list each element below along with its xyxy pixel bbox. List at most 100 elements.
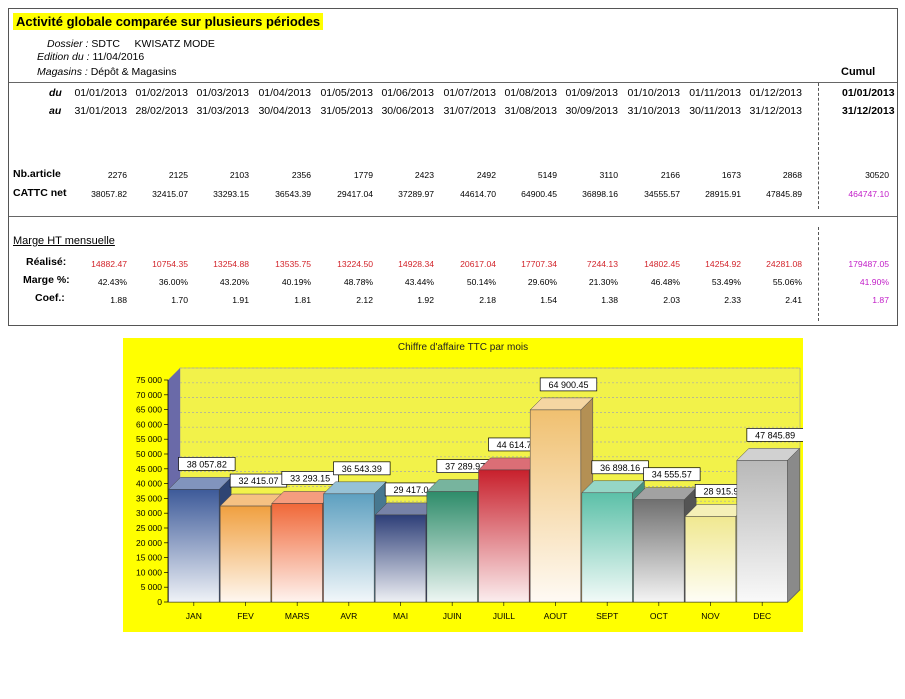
cattc-cell: 34555.57 (644, 189, 680, 199)
du-date-cell: 01/01/2013 (74, 87, 127, 99)
realise-cell: 13224.50 (337, 259, 373, 269)
revenue-bar-chart: 0 5 000 10 000 15 000 20 000 25 000 30 000 35 0… (123, 338, 803, 632)
au-date-cell: 31/10/2013 (627, 105, 680, 117)
cattc-cell: 32415.07 (152, 189, 188, 199)
marge-pct-cell: 43.20% (219, 277, 249, 287)
chart-title: Chiffre d'affaire TTC par mois (398, 342, 528, 353)
marge-pct-label: Marge %: (23, 274, 70, 286)
coef-cell: 1.81 (294, 295, 311, 305)
nb-article-cell: 3110 (599, 170, 618, 180)
realise-cell: 20617.04 (460, 259, 496, 269)
data-label: 34 555.57 (652, 470, 692, 480)
du-date-cell: 01/07/2013 (443, 87, 496, 99)
data-label: 32 415.07 (238, 476, 278, 486)
nb-article-cell: 2868 (782, 170, 802, 180)
y-tick-label: 5 000 (141, 582, 163, 592)
cattc-label: CATTC net (13, 187, 67, 199)
bar (633, 499, 685, 603)
coef-cell: 1.88 (110, 295, 127, 305)
y-tick-label: 0 (157, 597, 162, 607)
marge-pct-cumul: 41.90% (859, 277, 889, 287)
marge-pct-cell: 43.44% (404, 277, 434, 287)
cattc-cell: 28915.91 (705, 189, 741, 199)
marge-pct-cell: 21.30% (588, 277, 618, 287)
realise-cell: 7244.13 (586, 259, 618, 269)
y-tick-label: 20 000 (136, 538, 162, 548)
nb-article-cell: 2103 (229, 170, 249, 180)
coef-cell: 1.38 (601, 295, 618, 305)
au-date-cell: 30/09/2013 (565, 105, 618, 117)
marge-pct-cell: 53.49% (711, 277, 741, 287)
cumul-separator (818, 83, 819, 209)
cumul-separator (818, 227, 819, 321)
y-tick-label: 75 000 (136, 375, 162, 385)
marge-pct-cell: 50.14% (466, 277, 496, 287)
divider (9, 82, 897, 83)
y-tick-label: 65 000 (136, 405, 162, 415)
data-label-box (178, 456, 236, 471)
data-label: 64 900.45 (548, 380, 588, 390)
cumul-header: Cumul (841, 66, 876, 78)
du-date-cell: 01/10/2013 (627, 87, 680, 99)
report-panel: Activité globale comparée sur plusieurs … (8, 8, 898, 326)
cattc-cell: 36543.39 (275, 189, 311, 199)
nb-article-cell: 2423 (414, 170, 434, 180)
coef-cumul: 1.87 (872, 295, 889, 305)
cattc-cell: 44614.70 (460, 189, 496, 199)
data-label: 33 293.15 (290, 473, 330, 483)
marge-pct-cell: 40.19% (281, 277, 311, 287)
dossier-label: Dossier : (47, 38, 89, 50)
data-label: 28 915.91 (703, 486, 743, 496)
x-tick-label: SEPT (596, 611, 618, 621)
realise-cell: 13254.88 (213, 259, 249, 269)
x-tick-label: JAN (186, 611, 202, 621)
au-date-cell: 31/08/2013 (504, 105, 557, 117)
du-date-cell: 01/03/2013 (196, 87, 249, 99)
y-tick-label: 50 000 (136, 449, 162, 459)
bar (684, 516, 737, 603)
x-tick-label: JUILL (493, 611, 515, 621)
dossier-line: Dossier : SDTC KWISATZ MODE (47, 38, 215, 50)
cumul-au: 31/12/2013 (842, 105, 895, 117)
bar (323, 493, 375, 603)
data-label-box (281, 471, 339, 485)
x-tick-label: NOV (701, 611, 720, 621)
nb-article-cell: 1779 (353, 170, 373, 180)
nb-article-cumul: 30520 (865, 170, 889, 180)
realise-cell: 14254.92 (705, 259, 741, 269)
realise-cell: 14928.34 (398, 259, 434, 269)
au-date-cell: 28/02/2013 (135, 105, 188, 117)
realise-cell: 24281.08 (766, 259, 802, 269)
realise-cell: 13535.75 (275, 259, 311, 269)
nb-article-cell: 2125 (168, 170, 188, 180)
bar (374, 514, 427, 603)
bar-group (736, 447, 801, 603)
du-date-cell: 01/09/2013 (565, 87, 618, 99)
bar (736, 460, 788, 603)
edition-line: Edition du : 11/04/2016 (37, 51, 144, 63)
marge-section-title: Marge HT mensuelle (13, 235, 115, 247)
au-label: au (49, 105, 62, 117)
au-date-cell: 31/03/2013 (196, 105, 249, 117)
coef-cell: 1.70 (171, 295, 188, 305)
realise-cumul: 179487.05 (848, 259, 889, 269)
du-date-cell: 01/05/2013 (320, 87, 373, 99)
au-date-cell: 30/04/2013 (258, 105, 311, 117)
coef-cell: 1.92 (417, 295, 434, 305)
edition-value: 11/04/2016 (92, 51, 145, 63)
coef-cell: 1.54 (540, 295, 557, 305)
data-label-box (643, 467, 701, 482)
coef-cell: 1.91 (232, 295, 249, 305)
x-tick-label: FEV (237, 611, 254, 621)
au-date-cell: 30/06/2013 (381, 105, 434, 117)
coef-cell: 2.33 (724, 295, 741, 305)
data-label: 44 614.7 (497, 440, 532, 450)
data-label-box (746, 428, 803, 442)
bar (426, 491, 478, 603)
cumul-du: 01/01/2013 (842, 87, 895, 99)
data-label-box (591, 460, 649, 475)
du-date-cell: 01/11/2013 (689, 87, 741, 99)
realise-label: Réalisé: (26, 256, 67, 268)
cattc-cell: 36898.16 (582, 189, 618, 199)
coef-cell: 2.12 (356, 295, 373, 305)
